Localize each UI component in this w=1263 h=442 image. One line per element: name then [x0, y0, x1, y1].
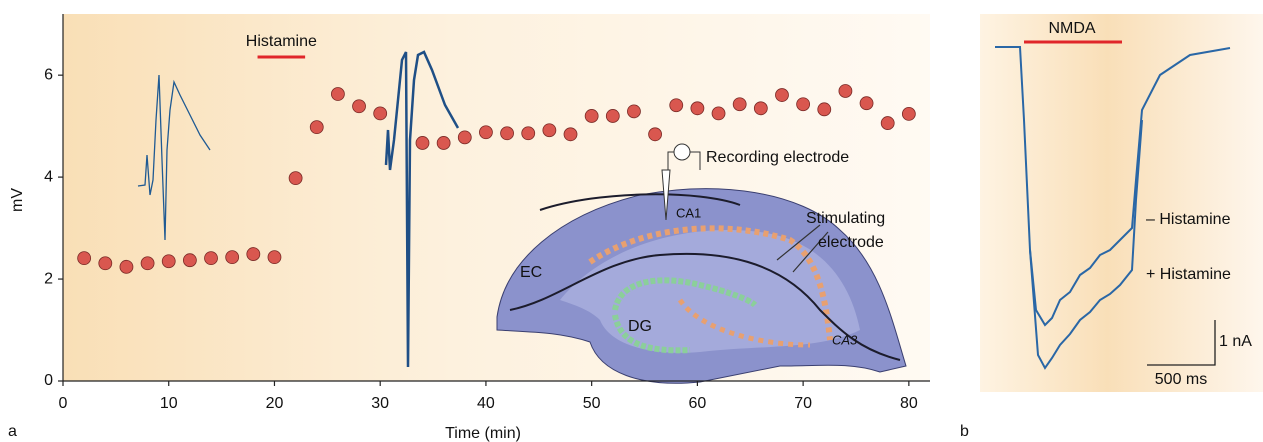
trace-label: + Histamine [1146, 266, 1231, 283]
hippocampus-diagram [496, 143, 907, 384]
data-point [859, 96, 874, 111]
data-point [563, 127, 578, 142]
data-point [690, 101, 705, 116]
data-point [669, 98, 684, 113]
inset-label: electrode [818, 234, 884, 251]
x-tick-label: 80 [900, 395, 918, 412]
data-point [732, 97, 747, 112]
y-axis-label: mV [9, 188, 26, 212]
data-point [901, 107, 916, 121]
data-point [352, 99, 366, 114]
data-point [267, 250, 282, 265]
data-point [542, 123, 557, 138]
inset-label: CA1 [676, 205, 701, 220]
data-point [119, 259, 134, 274]
data-point [309, 120, 324, 135]
inset-label: Recording electrode [706, 149, 849, 166]
data-point [479, 125, 493, 140]
y-tick-label: 0 [44, 372, 53, 389]
x-tick-label: 30 [371, 395, 389, 412]
waveform-before [137, 74, 211, 241]
waveform-after [384, 50, 460, 368]
data-point [817, 102, 832, 117]
x-tick-label: 40 [477, 395, 495, 412]
x-axis-label: Time (min) [445, 425, 521, 442]
treatment-label: Histamine [246, 33, 317, 50]
data-point [605, 109, 620, 123]
trace-label: – Histamine [1146, 211, 1231, 228]
x-tick-label: 50 [583, 395, 601, 412]
trace-plus-histamine [1029, 119, 1143, 370]
data-point [204, 251, 218, 266]
data-point [796, 97, 811, 112]
data-point [77, 251, 92, 266]
inset-label: CA3 [832, 332, 858, 347]
x-tick-label: 60 [688, 395, 706, 412]
data-point [648, 127, 662, 142]
stimulus-label: NMDA [1048, 20, 1095, 37]
data-point [584, 109, 599, 123]
data-point [373, 106, 388, 121]
data-point [775, 88, 789, 102]
data-point [838, 84, 853, 98]
inset-label: Stimulating [806, 210, 885, 227]
y-tick-label: 2 [44, 270, 53, 287]
x-tick-label: 20 [266, 395, 284, 412]
panel-label: a [8, 423, 17, 440]
inset-label: EC [520, 264, 542, 281]
y-tick-label: 6 [44, 66, 53, 83]
data-point [457, 130, 472, 145]
data-point [161, 254, 176, 269]
data-point [521, 126, 536, 141]
y-tick-label: 4 [44, 168, 53, 185]
x-tick-label: 10 [160, 395, 178, 412]
data-point [182, 253, 197, 268]
data-point [288, 171, 303, 186]
data-point [331, 87, 345, 101]
x-tick-label: 70 [794, 395, 812, 412]
panel-label: b [960, 423, 969, 440]
data-point [627, 104, 641, 119]
scale-bar [1147, 320, 1216, 366]
data-point [225, 250, 240, 265]
data-point [500, 126, 514, 141]
x-tick-label: 0 [59, 395, 68, 412]
data-point [711, 106, 726, 121]
scale-label: 1 nA [1219, 333, 1252, 350]
data-point [436, 136, 451, 150]
data-point [415, 136, 430, 150]
data-point [880, 116, 895, 130]
data-point [140, 256, 155, 271]
scale-label: 500 ms [1155, 371, 1207, 388]
data-point [98, 256, 113, 271]
data-point [753, 101, 768, 116]
inset-label: DG [628, 318, 652, 335]
data-point [246, 247, 261, 261]
